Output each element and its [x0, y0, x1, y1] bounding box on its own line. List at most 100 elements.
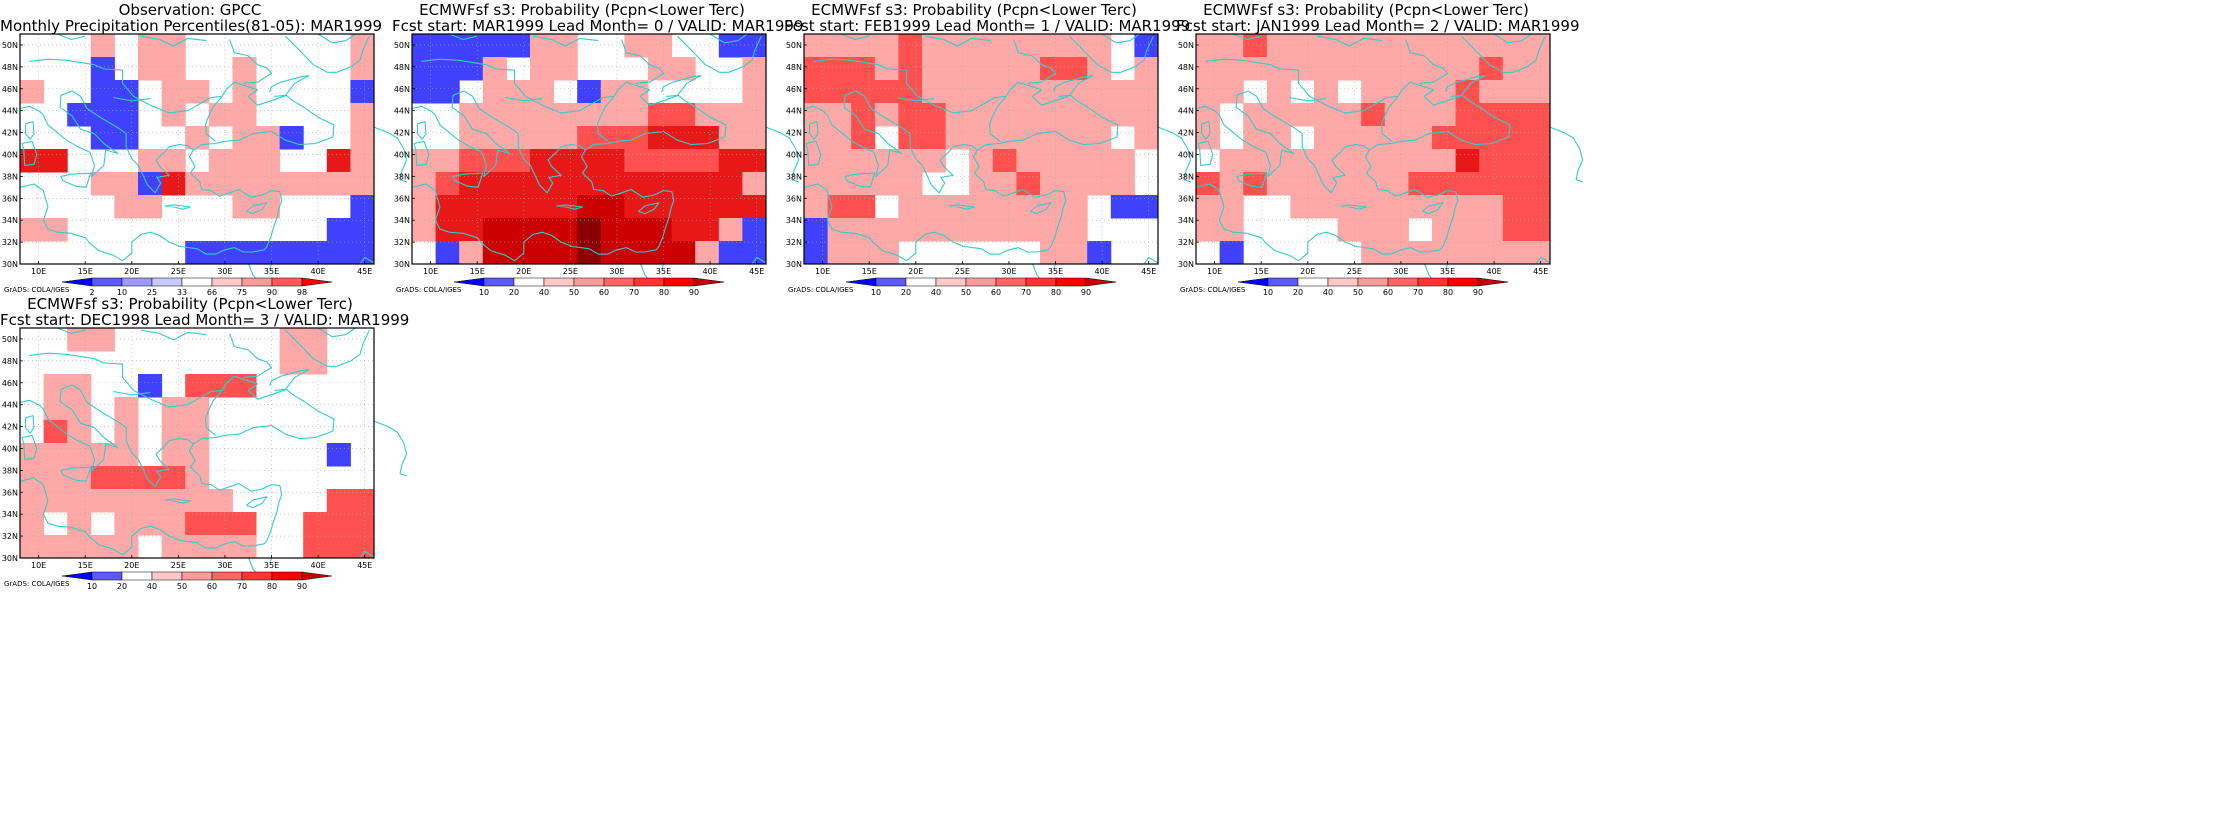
- grid-cell: [326, 149, 351, 173]
- colorbar-segment: [61, 277, 93, 287]
- coastline: [317, 33, 356, 44]
- colorbar-segment: [151, 277, 183, 287]
- grid-cell: [1134, 34, 1159, 58]
- grid-cell: [114, 80, 139, 104]
- grid-cell: [435, 57, 460, 81]
- lat-label: 32N: [2, 532, 18, 541]
- grid-cell: [256, 126, 281, 150]
- lon-label: 30E: [1001, 267, 1016, 276]
- grid-cell: [1432, 195, 1457, 219]
- grid-cell: [804, 149, 829, 173]
- grid-cell: [1110, 195, 1135, 219]
- coastline: [1205, 58, 1398, 114]
- grid-cell: [350, 80, 375, 104]
- coastline: [1233, 33, 1262, 41]
- grid-cell: [1016, 34, 1041, 58]
- colorbar-segment: [271, 277, 303, 287]
- grid-cell: [350, 218, 375, 242]
- colorbar-segment: [181, 277, 213, 287]
- grid-cell: [1455, 80, 1480, 104]
- grid-cell: [412, 195, 437, 219]
- grid-cell: [851, 80, 876, 104]
- grid-cell: [1134, 126, 1159, 150]
- grid-cell: [1479, 126, 1504, 150]
- grid-cell: [922, 126, 947, 150]
- grid-cell: [695, 241, 720, 265]
- colorbar-label: 50: [961, 288, 971, 297]
- grid-cell: [326, 241, 351, 265]
- grid-cell: [459, 195, 484, 219]
- coastline: [1368, 130, 1510, 151]
- grid-cell: [1040, 34, 1065, 58]
- grid-cell: [992, 195, 1017, 219]
- lat-label: 40N: [394, 150, 410, 159]
- coastline: [584, 130, 726, 151]
- lat-label: 44N: [2, 107, 18, 116]
- grid-cell: [161, 397, 186, 421]
- grid-cell: [114, 103, 139, 127]
- grid-cell: [1040, 80, 1065, 104]
- lat-label: 38N: [786, 172, 802, 181]
- panel-title-line2: Fcst start: MAR1999 Lead Month= 0 / VALI…: [392, 17, 804, 35]
- grid-cell: [851, 149, 876, 173]
- grid-cell: [138, 149, 163, 173]
- grid-cell: [695, 172, 720, 196]
- grid-cell: [1314, 149, 1339, 173]
- grid-cell: [459, 241, 484, 265]
- lat-label: 32N: [2, 238, 18, 247]
- graticule: [804, 34, 1158, 264]
- lat-label: 36N: [1178, 194, 1194, 203]
- grid-cell: [232, 57, 257, 81]
- grid-cell: [114, 443, 139, 467]
- credit-text: GrADS: COLA/IGES: [1180, 286, 1246, 294]
- grid-cell: [671, 126, 696, 150]
- grid-cell: [945, 57, 970, 81]
- grid-cell: [1016, 57, 1041, 81]
- coastline: [269, 263, 273, 270]
- grid-cell: [482, 80, 507, 104]
- grid-cell: [1384, 172, 1409, 196]
- grid-cell: [20, 80, 45, 104]
- grid-cell: [232, 374, 257, 398]
- coastline: [57, 33, 86, 41]
- lat-label: 42N: [2, 423, 18, 432]
- grid-cell: [1502, 149, 1527, 173]
- coastline: [809, 121, 819, 140]
- lat-label: 30N: [2, 554, 18, 563]
- colorbar-segment: [875, 277, 907, 287]
- lon-label: 45E: [749, 267, 764, 276]
- grid-cell: [624, 149, 649, 173]
- grid-cell: [718, 126, 743, 150]
- grid-cell: [1063, 172, 1088, 196]
- grid-cell: [256, 149, 281, 173]
- grid-cell: [20, 512, 45, 536]
- grid-cell: [1040, 103, 1065, 127]
- coastline: [229, 333, 273, 378]
- grid-cell: [648, 126, 673, 150]
- colorbar: 10 20 40 50 60 70 80 90: [1237, 277, 1509, 297]
- lon-label: 15E: [78, 267, 93, 276]
- grid-cell: [1526, 172, 1551, 196]
- grid-cells: [1196, 34, 1551, 265]
- colorbar-label: 90: [1473, 288, 1483, 297]
- grid-cell: [898, 34, 923, 58]
- grid-cell: [1219, 218, 1244, 242]
- colorbar-label: 75: [237, 288, 247, 297]
- coastline: [1340, 204, 1368, 210]
- coastlines: [1195, 33, 1584, 281]
- lon-label: 35E: [656, 267, 671, 276]
- coastline: [661, 75, 702, 97]
- lat-labels: 30N 32N 34N 36N 38N 40N 42N 44N 46N 48N 50N: [786, 41, 807, 269]
- colorbar-label: 10: [479, 288, 489, 297]
- colorbar-segment: [603, 277, 635, 287]
- grid-cell: [742, 241, 767, 265]
- grid-cell: [482, 34, 507, 58]
- graticule: [20, 328, 374, 558]
- coastline: [1143, 256, 1159, 265]
- coastline: [556, 204, 584, 210]
- grid-cell: [1087, 172, 1112, 196]
- colorbar-label: 25: [147, 288, 157, 297]
- lon-label: 20E: [1300, 267, 1315, 276]
- lon-label: 10E: [1207, 267, 1222, 276]
- grid-cell: [208, 172, 233, 196]
